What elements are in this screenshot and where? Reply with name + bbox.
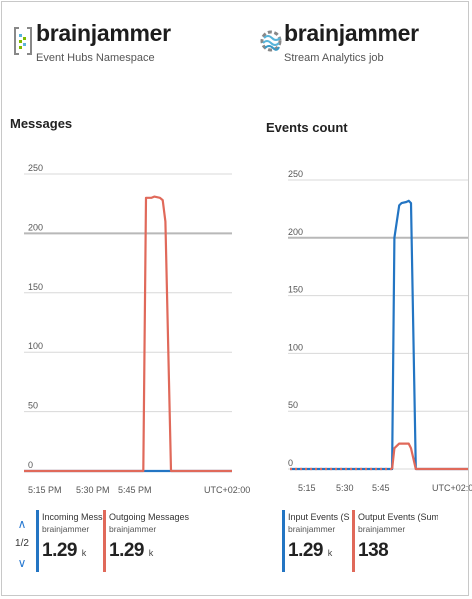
resource-title[interactable]: brainjammer — [36, 20, 171, 46]
chart-title: Events count — [266, 120, 348, 135]
chart-title: Messages — [10, 116, 73, 131]
event-hubs-panel[interactable]: brainjammer Event Hubs Namespace Message… — [0, 0, 250, 597]
y-tick-label: 100 — [288, 342, 303, 352]
x-tick-label: 5:45 — [372, 483, 390, 493]
y-tick-label: 200 — [28, 222, 43, 232]
messages-chart[interactable]: 0 50 100 150 200 250 5:15 PM 5:30 PM 5:45 PM UTC+… — [0, 0, 250, 510]
pager-down-icon[interactable]: ∨ — [17, 556, 27, 570]
y-tick-label: 150 — [28, 282, 43, 292]
legend-value: 1.29 k — [288, 540, 350, 562]
legend-name: Outgoing Messages (Sum) — [109, 512, 189, 522]
resource-subtitle: Event Hubs Namespace — [36, 52, 155, 64]
legend-name: Input Events (Sum) — [288, 512, 350, 522]
legend-resource: brainjammer — [42, 524, 90, 534]
y-tick-label: 250 — [28, 163, 43, 173]
legend-value-number: 138 — [358, 540, 389, 561]
legend-resource: brainjammer — [288, 524, 336, 534]
series-line — [391, 442, 468, 471]
legend-color-bar — [103, 510, 106, 572]
y-tick-label: 50 — [288, 400, 298, 410]
y-tick-label: 0 — [288, 458, 293, 468]
legend-color-bar — [352, 510, 355, 572]
stream-analytics-icon — [260, 30, 282, 52]
event-hubs-icon — [14, 27, 32, 55]
resource-subtitle: Stream Analytics job — [284, 52, 384, 64]
series-line — [290, 199, 468, 471]
legend-color-bar — [36, 510, 39, 572]
stream-analytics-panel[interactable]: brainjammer Stream Analytics job Events … — [236, 0, 472, 597]
legend-value: 1.29 k — [42, 540, 104, 562]
legend-value-number: 1.29 — [288, 540, 323, 561]
legend-resource: brainjammer — [109, 524, 157, 534]
resource-title[interactable]: brainjammer — [284, 20, 419, 46]
pager-up-icon[interactable]: ∧ — [17, 517, 27, 531]
legend-color-bar — [282, 510, 285, 572]
pager-label: 1/2 — [15, 538, 29, 549]
legend-value: 138 — [358, 540, 438, 562]
y-tick-label: 250 — [288, 169, 303, 179]
legend-name: Output Events (Sum) — [358, 512, 438, 522]
x-tick-label: 5:15 — [298, 483, 316, 493]
legend-item-output[interactable]: Output Events (Sum) brainjammer 138 — [352, 510, 438, 572]
legend-value: 1.29 k — [109, 540, 189, 562]
x-tick-label: 5:30 — [336, 483, 354, 493]
legend-unit: k — [81, 548, 87, 558]
x-tick-label: 5:15 PM — [28, 485, 62, 495]
legend-item-input[interactable]: Input Events (Sum) brainjammer 1.29 k — [282, 510, 350, 572]
y-tick-label: 50 — [28, 401, 38, 411]
x-tick-label: 5:45 PM — [118, 485, 152, 495]
y-tick-label: 200 — [288, 227, 303, 237]
legend-pager: ∧ 1/2 ∨ — [14, 518, 30, 569]
legend-unit: k — [148, 548, 154, 558]
y-tick-label: 0 — [28, 460, 33, 470]
series-line — [24, 195, 232, 473]
events-count-chart[interactable]: 0 50 100 150 200 250 5:15 5:30 5:45 UTC+02:00 — [236, 0, 472, 510]
x-tick-label: UTC+02:00 — [204, 485, 250, 495]
y-tick-label: 150 — [288, 285, 303, 295]
legend-value-number: 1.29 — [42, 540, 77, 561]
x-tick-label: 5:30 PM — [76, 485, 110, 495]
legend-name: Incoming Messages (Sum) — [42, 512, 104, 522]
y-tick-label: 100 — [28, 341, 43, 351]
legend-value-number: 1.29 — [109, 540, 144, 561]
x-tick-label: UTC+02:00 — [432, 483, 472, 493]
legend-unit: k — [327, 548, 333, 558]
legend-item-outgoing[interactable]: Outgoing Messages (Sum) brainjammer 1.29… — [103, 510, 189, 572]
legend-resource: brainjammer — [358, 524, 406, 534]
legend-item-incoming[interactable]: Incoming Messages (Sum) brainjammer 1.29… — [36, 510, 104, 572]
